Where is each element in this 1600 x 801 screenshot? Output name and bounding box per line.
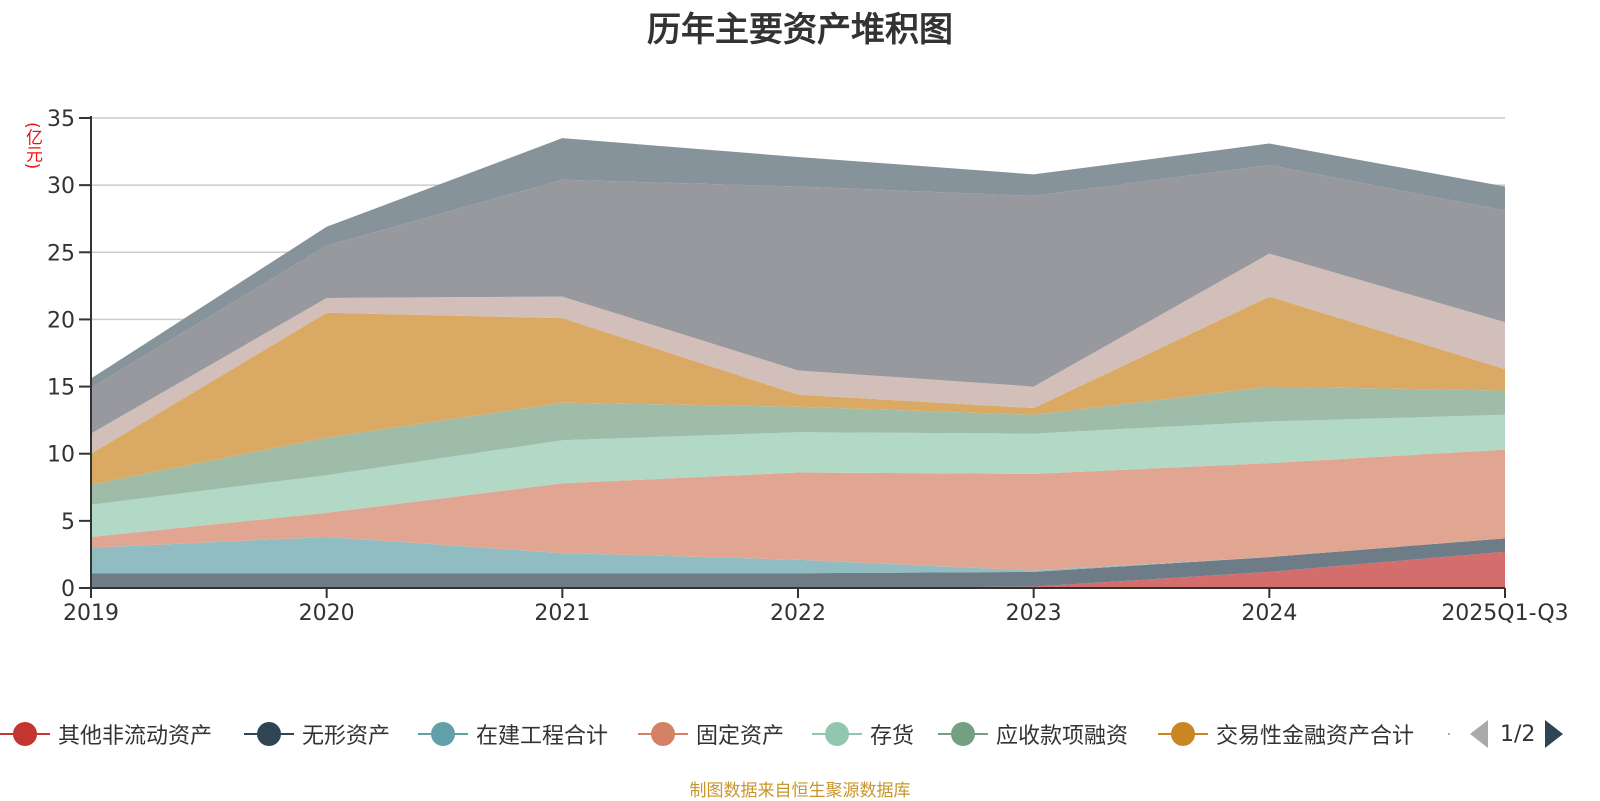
area-series-2[interactable]	[91, 538, 1505, 588]
area-series-9[interactable]	[91, 165, 1505, 434]
x-tick-label: 2022	[770, 601, 826, 626]
legend-marker-icon	[418, 719, 468, 749]
x-tick-label: 2021	[534, 601, 590, 626]
area-series-7[interactable]	[91, 296, 1505, 485]
legend-marker-icon	[244, 719, 294, 749]
area-series-10[interactable]	[91, 138, 1505, 388]
legend-item-4[interactable]: 固定资产	[638, 716, 784, 752]
x-tick-label: 2024	[1241, 601, 1297, 626]
x-tick-label: 2025Q1-Q3	[1441, 601, 1568, 626]
area-series-3[interactable]	[91, 536, 1505, 574]
x-tick-label: 2020	[299, 601, 355, 626]
legend-label: 应收款项融资	[996, 724, 1129, 749]
legend-label: 无形资产	[302, 724, 391, 749]
data-source-footer: 制图数据来自恒生聚源数据库	[689, 781, 911, 801]
stacked-area-chart: 0 5 10 15 20 25 30 35 2019 2020 2021 2022 2023 2024 20…	[47, 107, 1569, 626]
legend-item-5[interactable]: 存货	[812, 716, 914, 752]
y-tick-label: 0	[61, 577, 75, 602]
legend-page-indicator: 1/2	[1500, 721, 1536, 747]
legend-marker-icon	[0, 719, 50, 749]
y-axis-unit-label: (亿元)	[22, 122, 42, 170]
y-tick-label: 30	[47, 174, 75, 199]
legend-label: 固定资产	[696, 724, 785, 749]
legend-marker-icon	[938, 719, 988, 749]
legend: 其他非流动资产 无形资产 在建工程合计 固定资产 存货 应收款项融资 交易性金融资产合计	[0, 716, 1600, 752]
y-tick-label: 20	[47, 308, 75, 333]
y-tick-label: 25	[47, 241, 75, 266]
legend-pager: 1/2	[1448, 716, 1564, 752]
legend-label: 交易性金融资产合计	[1216, 724, 1415, 749]
chart-title: 历年主要资产堆积图	[647, 10, 953, 50]
legend-overflow-dot	[1448, 733, 1450, 735]
x-tick-label: 2019	[63, 601, 119, 626]
x-tick-label: 2023	[1006, 601, 1062, 626]
legend-marker-icon	[812, 719, 862, 749]
area-series-layer	[91, 138, 1505, 588]
y-tick-label: 15	[47, 376, 75, 401]
area-series-1[interactable]	[91, 551, 1505, 588]
legend-label: 存货	[870, 724, 915, 749]
legend-label: 在建工程合计	[476, 724, 609, 749]
y-tick-label: 5	[61, 510, 75, 535]
area-series-5[interactable]	[91, 414, 1505, 537]
legend-label: 其他非流动资产	[58, 724, 213, 749]
area-series-6[interactable]	[91, 386, 1505, 505]
area-series-4[interactable]	[91, 449, 1505, 571]
legend-item-7[interactable]: 交易性金融资产合计	[1158, 716, 1414, 752]
triangle-left-icon[interactable]	[1470, 720, 1488, 748]
y-tick-label: 10	[47, 443, 75, 468]
legend-item-6[interactable]: 应收款项融资	[938, 716, 1128, 752]
legend-item-2[interactable]: 无形资产	[244, 716, 390, 752]
triangle-right-icon[interactable]	[1545, 720, 1564, 748]
legend-marker-icon	[1158, 719, 1208, 749]
axes: 0 5 10 15 20 25 30 35 2019 2020 2021 2022 2023 2024 20…	[47, 107, 1569, 626]
legend-item-1[interactable]: 其他非流动资产	[0, 716, 212, 752]
area-series-8[interactable]	[91, 253, 1505, 454]
legend-item-3[interactable]: 在建工程合计	[418, 716, 608, 752]
legend-marker-icon	[638, 719, 688, 749]
y-tick-label: 35	[47, 107, 75, 132]
